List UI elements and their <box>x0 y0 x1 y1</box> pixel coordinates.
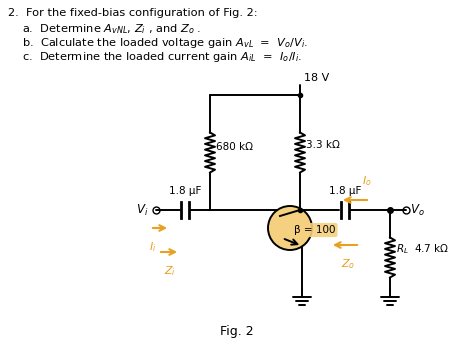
Text: $R_L$  4.7 kΩ: $R_L$ 4.7 kΩ <box>396 243 449 256</box>
Text: 1.8 μF: 1.8 μF <box>169 186 201 196</box>
Text: β = 100: β = 100 <box>294 225 336 235</box>
Text: a.  Determine $A_{vNL}$, $Z_i$ , and $Z_o$ .: a. Determine $A_{vNL}$, $Z_i$ , and $Z_o… <box>22 22 201 36</box>
Text: 1.8 μF: 1.8 μF <box>329 186 361 196</box>
Text: $Z_i$: $Z_i$ <box>164 264 176 278</box>
Text: $V_i$: $V_i$ <box>136 203 148 218</box>
Text: b.  Calculate the loaded voltage gain $A_{vL}$  =  $V_o/V_i$.: b. Calculate the loaded voltage gain $A_… <box>22 36 308 50</box>
Circle shape <box>268 206 312 250</box>
Text: 680 kΩ: 680 kΩ <box>216 142 253 152</box>
Text: $I_i$: $I_i$ <box>149 240 157 254</box>
Text: 3.3 kΩ: 3.3 kΩ <box>306 140 340 150</box>
Text: $V_o$: $V_o$ <box>410 203 425 218</box>
Text: c.  Determine the loaded current gain $A_{iL}$  =  $I_o/I_i$.: c. Determine the loaded current gain $A_… <box>22 50 302 64</box>
Text: $Z_o$: $Z_o$ <box>341 257 355 271</box>
Text: 2.  For the fixed-bias configuration of Fig. 2:: 2. For the fixed-bias configuration of F… <box>8 8 258 18</box>
Text: $I_o$: $I_o$ <box>362 174 372 188</box>
Text: 18 V: 18 V <box>304 73 329 83</box>
Text: Fig. 2: Fig. 2 <box>220 325 254 338</box>
